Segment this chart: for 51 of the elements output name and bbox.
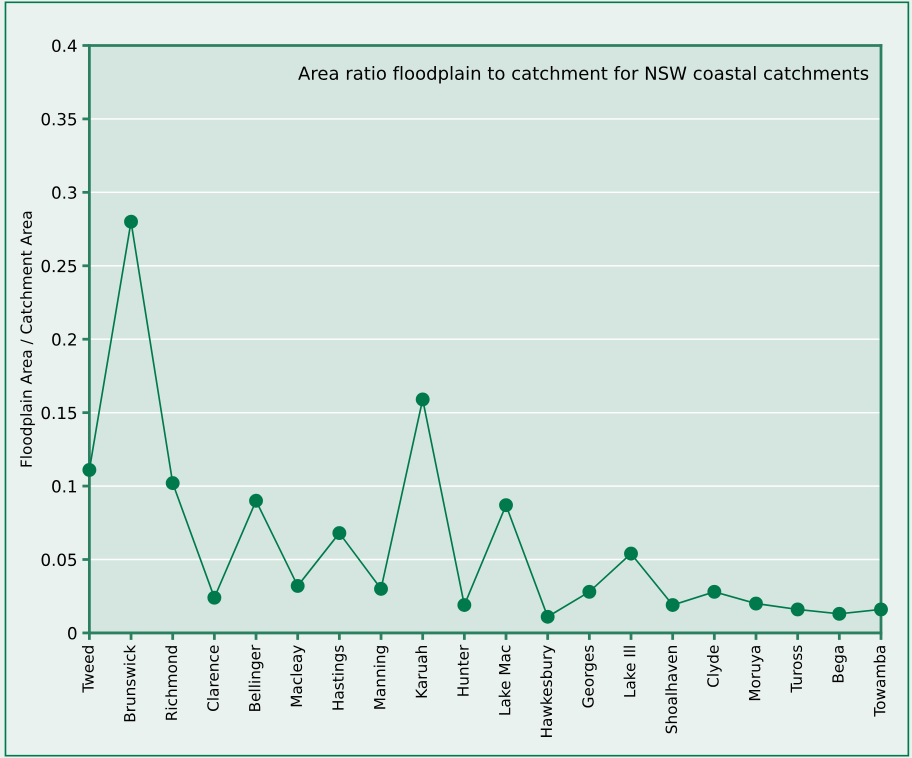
x-tick-label: Georges (582, 645, 597, 708)
y-tick-label: 0.15 (42, 406, 76, 420)
y-tick-label: 0.35 (42, 112, 76, 126)
point (666, 598, 680, 612)
y-tick-label: 0.1 (52, 480, 76, 493)
x-tick-label: Tuross (790, 645, 802, 693)
y-tick-label: 0.3 (52, 186, 76, 199)
x-tick-label: Karuah (415, 646, 428, 698)
x-tick-label: Tweed (82, 646, 94, 693)
y-tick-label: 0.4 (52, 39, 77, 52)
x-tick-label: Clarence (206, 646, 219, 711)
point (790, 602, 805, 616)
x-tick-label: Lake Ill (624, 646, 636, 697)
text: Area ratio floodplain to catchment for NSW coastal catchments (298, 66, 868, 84)
point (207, 590, 222, 605)
x-tick-label: Moruya (749, 646, 764, 700)
point (499, 498, 513, 512)
x-tick-label: Towamba (874, 646, 886, 717)
point (374, 582, 388, 596)
x-tick-label: Bellinger (248, 644, 264, 711)
point (166, 476, 180, 490)
point (707, 584, 722, 599)
point (749, 596, 763, 610)
y-tick-label: 0 (68, 626, 76, 640)
y-tick-label: 0.25 (42, 260, 76, 272)
x-tick-label: Hastings (332, 645, 347, 710)
point (416, 392, 430, 406)
x-tick-label: Clyde (706, 646, 722, 687)
x-tick-label: Lake Mac (498, 646, 510, 715)
x-tick-label: Bega (832, 646, 847, 682)
point (624, 546, 638, 561)
x-tick-label: Brunswick (124, 644, 136, 722)
y-tick-label: 0.05 (42, 553, 76, 566)
point (249, 494, 263, 508)
point (874, 602, 888, 616)
x-tick-label: Hawkesbury (540, 645, 556, 737)
point (457, 598, 472, 612)
y-axis-title: Floodplain Area / Catchment Area (20, 212, 35, 466)
point (124, 214, 138, 229)
point (290, 578, 305, 593)
point (582, 584, 596, 599)
x-tick-label: Shoalhaven (665, 646, 678, 734)
x-tick-label: Macleay (290, 645, 306, 706)
x-tick-label: Manning (374, 646, 388, 709)
point (332, 526, 346, 540)
point (540, 610, 555, 624)
point (82, 462, 96, 477)
point (832, 606, 846, 621)
x-tick-label: Richmond (165, 646, 178, 720)
y-tick-label: 0.2 (52, 333, 76, 346)
x-tick-label: Hunter (457, 644, 469, 696)
